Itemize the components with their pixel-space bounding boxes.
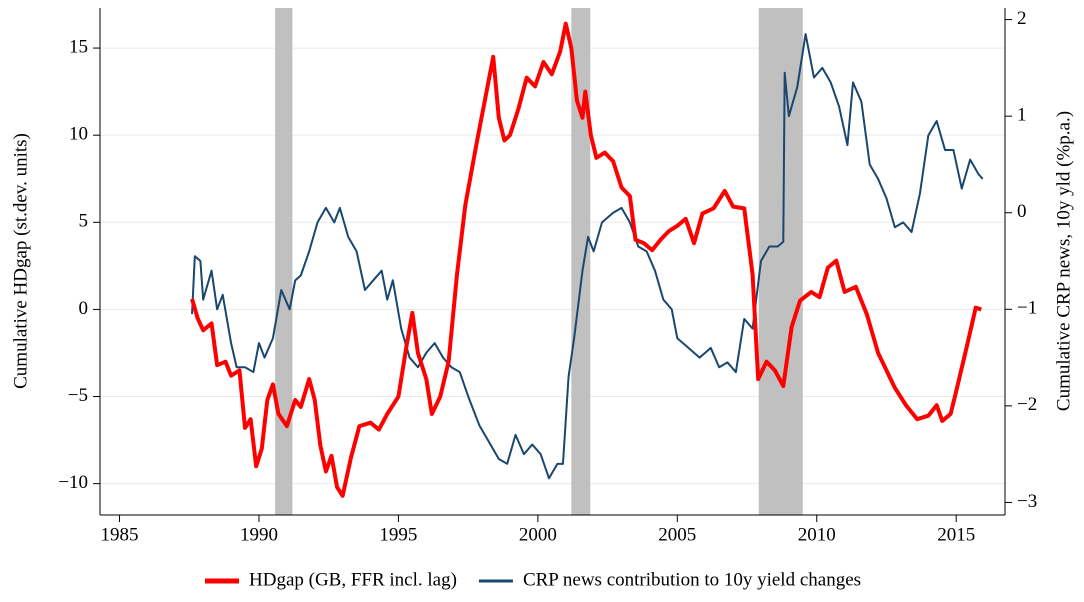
x-tick-label: 1990 [240, 524, 278, 545]
shaded-region [571, 8, 591, 515]
y-axis-label: Cumulative HDgap (st.dev. units) [10, 133, 31, 389]
y2-tick-label: 0 [1017, 201, 1027, 222]
legend-label: HDgap (GB, FFR incl. lag) [249, 569, 457, 590]
series-line [191, 33, 984, 480]
series-line [190, 21, 982, 498]
y2-tick-label: 1 [1017, 105, 1027, 126]
y2-tick-label: −3 [1017, 491, 1037, 512]
y-tick-label: −10 [58, 472, 88, 493]
y2-tick-label: −1 [1017, 298, 1037, 319]
shaded-region [275, 8, 293, 515]
y2-tick-label: −2 [1017, 394, 1037, 415]
y-tick-label: −5 [68, 385, 88, 406]
x-tick-label: 2010 [798, 524, 836, 545]
legend-label: CRP news contribution to 10y yield chang… [523, 569, 861, 590]
x-tick-label: 1995 [379, 524, 417, 545]
x-tick-label: 2000 [519, 524, 557, 545]
shaded-region [758, 8, 803, 515]
y-tick-label: 0 [79, 298, 89, 319]
y-tick-label: 10 [69, 124, 88, 145]
x-tick-label: 1985 [101, 524, 139, 545]
x-tick-label: 2005 [658, 524, 696, 545]
y-tick-label: 15 [69, 36, 88, 57]
y2-axis-label: Cumulative CRP news, 10y yld (%p.a.) [1053, 111, 1074, 411]
y-tick-label: 5 [79, 211, 89, 232]
x-tick-label: 2015 [937, 524, 975, 545]
y2-tick-label: 2 [1017, 8, 1027, 29]
